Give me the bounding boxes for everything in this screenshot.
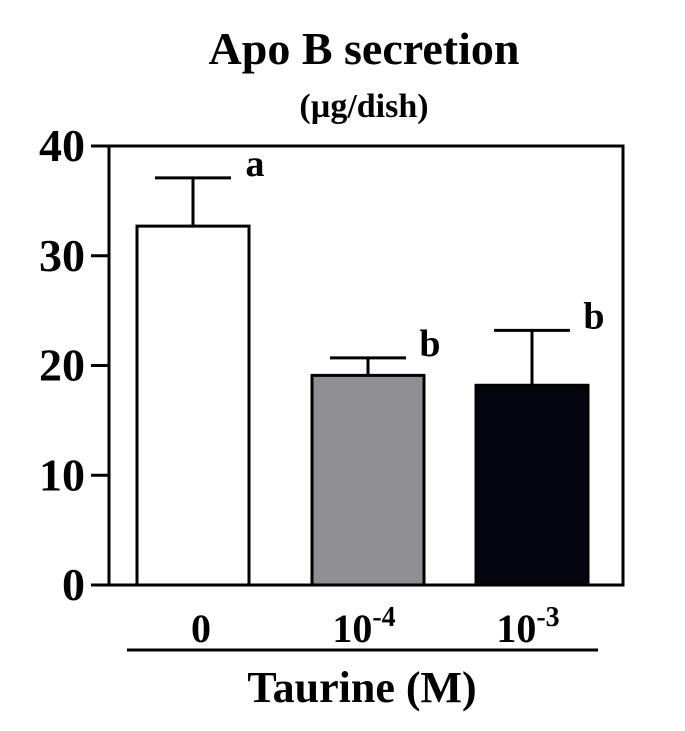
y-tick-label-0: 0	[62, 559, 85, 610]
significance-label-0: a	[246, 143, 265, 185]
y-tick-label-4: 40	[39, 120, 85, 171]
x-tick-base-2: 10	[496, 606, 536, 651]
x-axis: 0 10-4 10-3	[191, 602, 560, 651]
y-tick-label-1: 10	[39, 449, 85, 500]
x-tick-label-2: 10-3	[496, 602, 559, 651]
x-tick-label-1: 10-4	[332, 602, 395, 651]
bar-2	[474, 383, 590, 587]
bar-1	[310, 373, 426, 587]
x-tick-base-1: 10	[332, 606, 372, 651]
x-tick-exponent-1: -4	[372, 602, 395, 633]
x-tick-label-0: 0	[191, 606, 211, 651]
significance-label-1: b	[419, 323, 440, 365]
y-tick-label-2: 20	[39, 340, 85, 391]
chart-subtitle: (µg/dish)	[299, 88, 428, 125]
y-tick-label-3: 30	[39, 230, 85, 281]
x-tick-exponent-2: -3	[536, 602, 559, 633]
significance-label-2: b	[583, 295, 604, 337]
y-axis: 0 10 20 30 40	[39, 120, 109, 610]
x-axis-label: Taurine (M)	[247, 663, 476, 712]
plot-area: a b b	[107, 143, 625, 587]
x-tick-base-0: 0	[191, 606, 211, 651]
bar-0	[135, 224, 251, 587]
chart-title: Apo B secretion	[209, 23, 520, 74]
